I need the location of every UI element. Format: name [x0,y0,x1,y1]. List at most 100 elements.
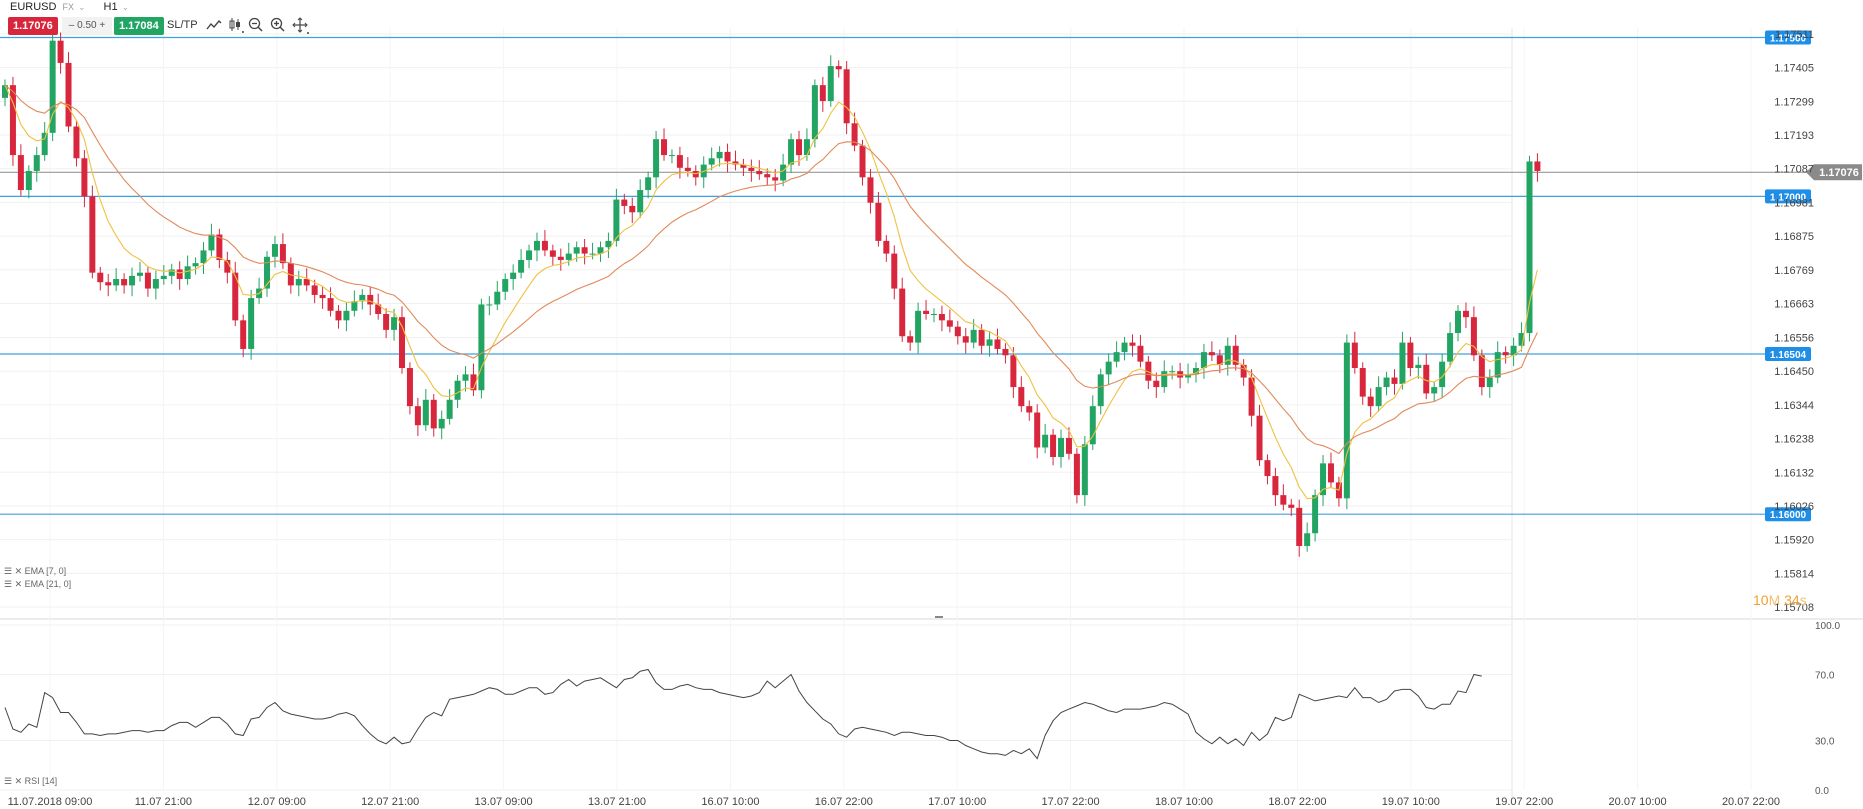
horizontal-line-label-box[interactable] [1765,347,1811,362]
candle-body[interactable] [891,253,898,289]
candle-body[interactable] [41,132,48,156]
candle-body[interactable] [1216,355,1223,365]
candle-body[interactable] [1073,453,1080,496]
horizontal-line-label[interactable]: 1.16000 [1770,510,1807,521]
candle-body[interactable] [978,329,985,346]
candle-body[interactable] [796,139,802,156]
candle-body[interactable] [176,269,183,280]
candle-body[interactable] [621,199,628,206]
candle-body[interactable] [1026,406,1033,413]
candle-body[interactable] [1185,374,1192,378]
candle-body[interactable] [573,247,580,254]
candle-body[interactable] [327,298,334,311]
chevron-down-icon[interactable]: ⌄ [77,2,86,12]
candle-body[interactable] [589,253,596,255]
panel-resize-handle[interactable] [935,616,943,618]
candle-body[interactable] [867,177,874,203]
candle-body[interactable] [1018,387,1025,407]
candle-body[interactable] [9,85,16,156]
sell-price-button[interactable]: 1.17076 [8,17,58,35]
candle-body[interactable] [1256,415,1263,461]
candle-body[interactable] [1462,310,1469,318]
candle-body[interactable] [597,247,604,254]
candle-body[interactable] [57,40,64,63]
symbol-name[interactable]: EURUSD [10,1,57,13]
candle-body[interactable] [1526,161,1533,334]
candle-body[interactable] [232,272,239,321]
candle-body[interactable] [208,234,215,251]
candle-body[interactable] [1415,364,1422,369]
candle-body[interactable] [1375,387,1382,407]
candle-body[interactable] [454,380,461,400]
candle-body[interactable] [375,304,382,314]
candle-body[interactable] [1296,507,1303,546]
candle-body[interactable] [533,240,540,251]
candle-body[interactable] [65,62,72,127]
candle-body[interactable] [1161,371,1168,388]
candle-body[interactable] [1320,463,1327,496]
lot-plus-icon[interactable]: + [96,20,106,31]
candle-body[interactable] [923,310,930,314]
candle-body[interactable] [1264,460,1271,477]
candle-body[interactable] [1312,495,1319,534]
candle-body[interactable] [1137,345,1144,362]
menu-icon[interactable]: ☰ [4,776,13,786]
rsi-line[interactable] [4,668,1482,760]
candle-body[interactable] [756,170,763,175]
candle-body[interactable] [1042,434,1049,448]
candle-body[interactable] [17,155,24,191]
candle-body[interactable] [549,250,556,257]
candle-body[interactable] [946,320,953,327]
candle-body[interactable] [264,256,271,289]
candle-body[interactable] [748,167,755,171]
candle-body[interactable] [279,244,286,264]
candle-body[interactable] [319,294,326,299]
candle-body[interactable] [1304,533,1311,546]
line-chart-icon[interactable] [205,16,223,34]
candle-body[interactable] [986,339,993,346]
candle-body[interactable] [470,374,477,391]
candle-body[interactable] [81,158,88,197]
candle-body[interactable] [152,279,159,289]
candle-body[interactable] [1478,355,1485,388]
candle-body[interactable] [1065,437,1072,454]
candle-body[interactable] [335,310,342,321]
candle-body[interactable] [1081,444,1088,496]
candle-body[interactable] [168,269,175,276]
candle-body[interactable] [811,85,818,140]
candle-body[interactable] [49,40,56,133]
zoom-out-icon[interactable] [247,16,265,34]
candle-body[interactable] [271,244,278,257]
candle-body[interactable] [835,66,842,70]
horizontal-line-label-box[interactable] [1765,30,1811,45]
candle-body[interactable] [613,199,620,241]
candle-body[interactable] [121,279,128,286]
candle-body[interactable] [605,240,612,248]
candle-body[interactable] [645,177,652,191]
candle-body[interactable] [851,123,858,146]
candle-body[interactable] [478,304,485,391]
rsi-label[interactable]: ☰ ✕ RSI [14] [4,776,57,787]
candle-body[interactable] [668,155,675,157]
candle-body[interactable] [224,259,231,273]
candle-body[interactable] [303,279,310,286]
candle-body[interactable] [1058,437,1065,457]
candle-body[interactable] [216,234,223,260]
buy-price-button[interactable]: 1.17084 [114,17,164,35]
candle-body[interactable] [105,282,112,286]
candle-body[interactable] [1470,317,1477,356]
lot-minus-icon[interactable]: – [68,20,78,31]
candle-body[interactable] [494,291,501,305]
candle-body[interactable] [383,313,390,330]
candle-body[interactable] [446,399,453,419]
candle-body[interactable] [1510,345,1517,356]
candle-body[interactable] [287,263,294,286]
candle-body[interactable] [915,310,922,343]
candle-body[interactable] [1105,361,1112,375]
candle-body[interactable] [160,275,167,280]
candle-body[interactable] [954,326,961,337]
candle-body[interactable] [724,151,731,162]
candle-body[interactable] [2,85,8,98]
candle-body[interactable] [406,368,413,407]
